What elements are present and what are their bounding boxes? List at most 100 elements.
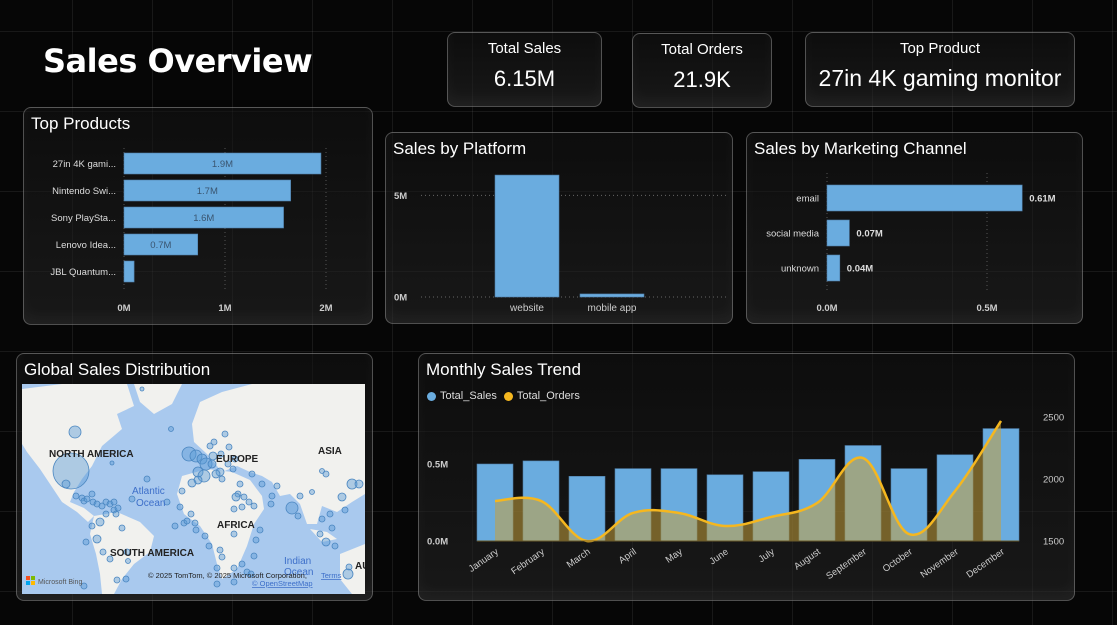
sales-bubble[interactable] xyxy=(252,536,260,544)
sales-bubble[interactable] xyxy=(187,510,195,518)
map-canvas[interactable]: NORTH AMERICA EUROPE ASIA AFRICA SOUTH A… xyxy=(22,384,365,594)
sales-bubble[interactable] xyxy=(205,542,213,550)
sales-bubble[interactable] xyxy=(215,467,225,477)
monthly-card[interactable]: Monthly Sales Trend Total_Sales Total_Or… xyxy=(418,353,1075,601)
sales-bubble[interactable] xyxy=(102,510,110,518)
sales-bubble[interactable] xyxy=(61,479,71,489)
sales-bubble[interactable] xyxy=(238,503,246,511)
sales-bubble[interactable] xyxy=(230,530,238,538)
channel-chart[interactable]: 0.0M 0.5M email 0.61M social media 0.07M unkno… xyxy=(747,133,1084,325)
product-bar[interactable] xyxy=(123,206,284,229)
monthly-sales-bar[interactable] xyxy=(568,476,606,542)
sales-bubble[interactable] xyxy=(123,548,131,556)
sales-bubble[interactable] xyxy=(296,492,304,500)
sales-bubble[interactable] xyxy=(82,538,90,546)
sales-bubble[interactable] xyxy=(213,580,221,588)
sales-bubble[interactable] xyxy=(285,501,299,515)
sales-bubble[interactable] xyxy=(294,512,302,520)
sales-bubble[interactable] xyxy=(231,492,241,502)
world-map[interactable]: NORTH AMERICA EUROPE ASIA AFRICA SOUTH A… xyxy=(22,384,365,594)
sales-bubble[interactable] xyxy=(92,534,102,544)
sales-bubble[interactable] xyxy=(143,475,151,483)
product-bar[interactable] xyxy=(123,179,291,202)
sales-bubble[interactable] xyxy=(341,506,349,514)
sales-bubble[interactable] xyxy=(328,524,336,532)
sales-bubble[interactable] xyxy=(125,558,131,564)
top-products-card[interactable]: Top Products 0M 1M 2M 27in 4K gami... 1.9M Ni… xyxy=(23,107,373,325)
sales-bubble[interactable] xyxy=(99,548,107,556)
sales-bubble[interactable] xyxy=(309,489,315,495)
sales-bubble[interactable] xyxy=(80,582,88,590)
platform-bar[interactable] xyxy=(494,174,560,298)
sales-bubble[interactable] xyxy=(68,425,82,439)
sales-bubble[interactable] xyxy=(168,426,174,432)
sales-bubble[interactable] xyxy=(110,498,118,506)
sales-bubble[interactable] xyxy=(243,568,251,576)
sales-bubble[interactable] xyxy=(322,470,330,478)
map-card[interactable]: Global Sales Distribution NORTH AMERICA … xyxy=(16,353,373,601)
channel-card[interactable]: Sales by Marketing Channel 0.0M 0.5M email… xyxy=(746,132,1083,324)
sales-bubble[interactable] xyxy=(191,519,199,527)
sales-bubble[interactable] xyxy=(210,438,218,446)
platform-card[interactable]: Sales by Platform 0M 5M website mobile app xyxy=(385,132,733,324)
top-products-chart[interactable]: 0M 1M 2M 27in 4K gami... 1.9M Nintendo Swi...… xyxy=(24,108,374,326)
sales-bubble[interactable] xyxy=(236,480,244,488)
sales-bubble[interactable] xyxy=(247,570,255,578)
sales-bubble[interactable] xyxy=(178,487,186,495)
sales-bubble[interactable] xyxy=(221,430,229,438)
sales-bubble[interactable] xyxy=(337,492,347,502)
sales-bubble[interactable] xyxy=(189,449,203,463)
sales-bubble[interactable] xyxy=(224,460,232,468)
sales-bubble[interactable] xyxy=(342,568,354,580)
sales-bubble[interactable] xyxy=(114,504,122,512)
sales-bubble[interactable] xyxy=(318,515,326,523)
sales-bubble[interactable] xyxy=(245,498,253,506)
sales-bubble[interactable] xyxy=(102,498,110,506)
product-bar[interactable] xyxy=(123,260,135,283)
sales-bubble[interactable] xyxy=(354,479,364,489)
sales-bubble[interactable] xyxy=(346,478,358,490)
sales-bubble[interactable] xyxy=(122,575,130,583)
sales-bubble[interactable] xyxy=(139,386,145,392)
sales-bubble[interactable] xyxy=(171,522,179,530)
channel-bar[interactable] xyxy=(826,219,850,247)
sales-bubble[interactable] xyxy=(52,452,90,490)
sales-bubble[interactable] xyxy=(230,564,238,572)
product-bar[interactable] xyxy=(123,152,322,175)
sales-bubble[interactable] xyxy=(250,502,258,510)
map-terms-link[interactable]: Terms xyxy=(321,571,342,580)
sales-bubble[interactable] xyxy=(231,455,239,463)
sales-bubble[interactable] xyxy=(193,475,203,485)
sales-bubble[interactable] xyxy=(268,492,276,500)
sales-bubble[interactable] xyxy=(319,468,325,474)
sales-bubble[interactable] xyxy=(106,555,114,563)
sales-bubble[interactable] xyxy=(88,522,96,530)
sales-bubble[interactable] xyxy=(229,465,237,473)
sales-bubble[interactable] xyxy=(256,526,264,534)
sales-bubble[interactable] xyxy=(213,564,221,572)
sales-bubble[interactable] xyxy=(248,470,256,478)
sales-bubble[interactable] xyxy=(273,482,281,490)
sales-bubble[interactable] xyxy=(267,500,275,508)
sales-bubble[interactable] xyxy=(95,517,105,527)
sales-bubble[interactable] xyxy=(163,498,171,506)
sales-bubble[interactable] xyxy=(225,443,233,451)
sales-bubble[interactable] xyxy=(109,460,115,466)
platform-chart[interactable]: 0M 5M website mobile app xyxy=(386,133,734,325)
sales-bubble[interactable] xyxy=(230,505,238,513)
sales-bubble[interactable] xyxy=(83,495,91,503)
sales-bubble[interactable] xyxy=(345,563,353,571)
sales-bubble[interactable] xyxy=(218,475,226,483)
sales-bubble[interactable] xyxy=(238,560,246,568)
sales-bubble[interactable] xyxy=(316,530,324,538)
sales-bubble[interactable] xyxy=(88,490,96,498)
sales-bubble[interactable] xyxy=(181,446,197,462)
sales-bubble[interactable] xyxy=(250,552,258,560)
sales-bubble[interactable] xyxy=(331,542,339,550)
sales-bubble[interactable] xyxy=(321,537,331,547)
sales-bubble[interactable] xyxy=(201,532,209,540)
sales-bubble[interactable] xyxy=(89,498,97,506)
channel-bar[interactable] xyxy=(826,184,1023,212)
sales-bubble[interactable] xyxy=(98,502,106,510)
sales-bubble[interactable] xyxy=(217,450,225,458)
